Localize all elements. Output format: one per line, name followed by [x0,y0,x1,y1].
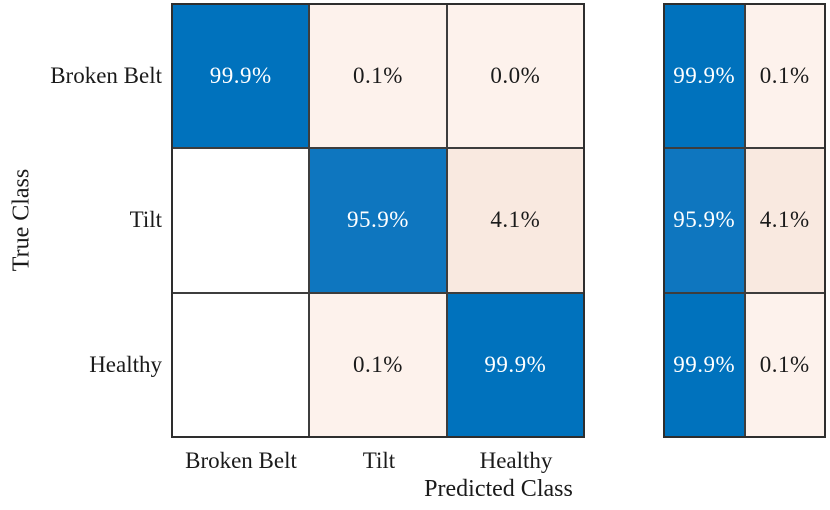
matrix-cell-r1c1: 95.9% [310,149,446,292]
x-tick-broken-belt: Broken Belt [185,448,297,473]
summary-correct-r0: 99.9% [665,5,744,148]
matrix-cell-r0c1: 0.1% [310,5,446,148]
y-tick-broken-belt: Broken Belt [50,63,162,88]
matrix-cell-r2c1: 0.1% [310,293,446,436]
x-tick-tilt: Tilt [362,448,396,473]
summary-correct-r2: 99.9% [665,293,744,436]
y-tick-tilt: Tilt [129,207,162,232]
matrix-cell-r1c0 [173,149,309,292]
summary-incorrect-r1: 4.1% [745,149,824,292]
row-summary-grid: 99.9% 0.1% 95.9% 4.1% 99.9% 0.1% [663,3,826,438]
x-tick-healthy: Healthy [479,448,553,473]
summary-incorrect-r0: 0.1% [745,5,824,148]
confusion-matrix-grid: 99.9% 0.1% 0.0% 95.9% 4.1% 0.1% 99.9% [171,3,585,438]
matrix-cell-r2c2: 99.9% [447,293,583,436]
summary-incorrect-r2: 0.1% [745,293,824,436]
matrix-cell-r0c2: 0.0% [447,5,583,148]
matrix-cell-r0c0: 99.9% [173,5,309,148]
x-axis-label: Predicted Class [424,476,573,502]
matrix-cell-r2c0 [173,293,309,436]
summary-correct-r1: 95.9% [665,149,744,292]
y-tick-healthy: Healthy [89,352,162,377]
matrix-cell-r1c2: 4.1% [447,149,583,292]
